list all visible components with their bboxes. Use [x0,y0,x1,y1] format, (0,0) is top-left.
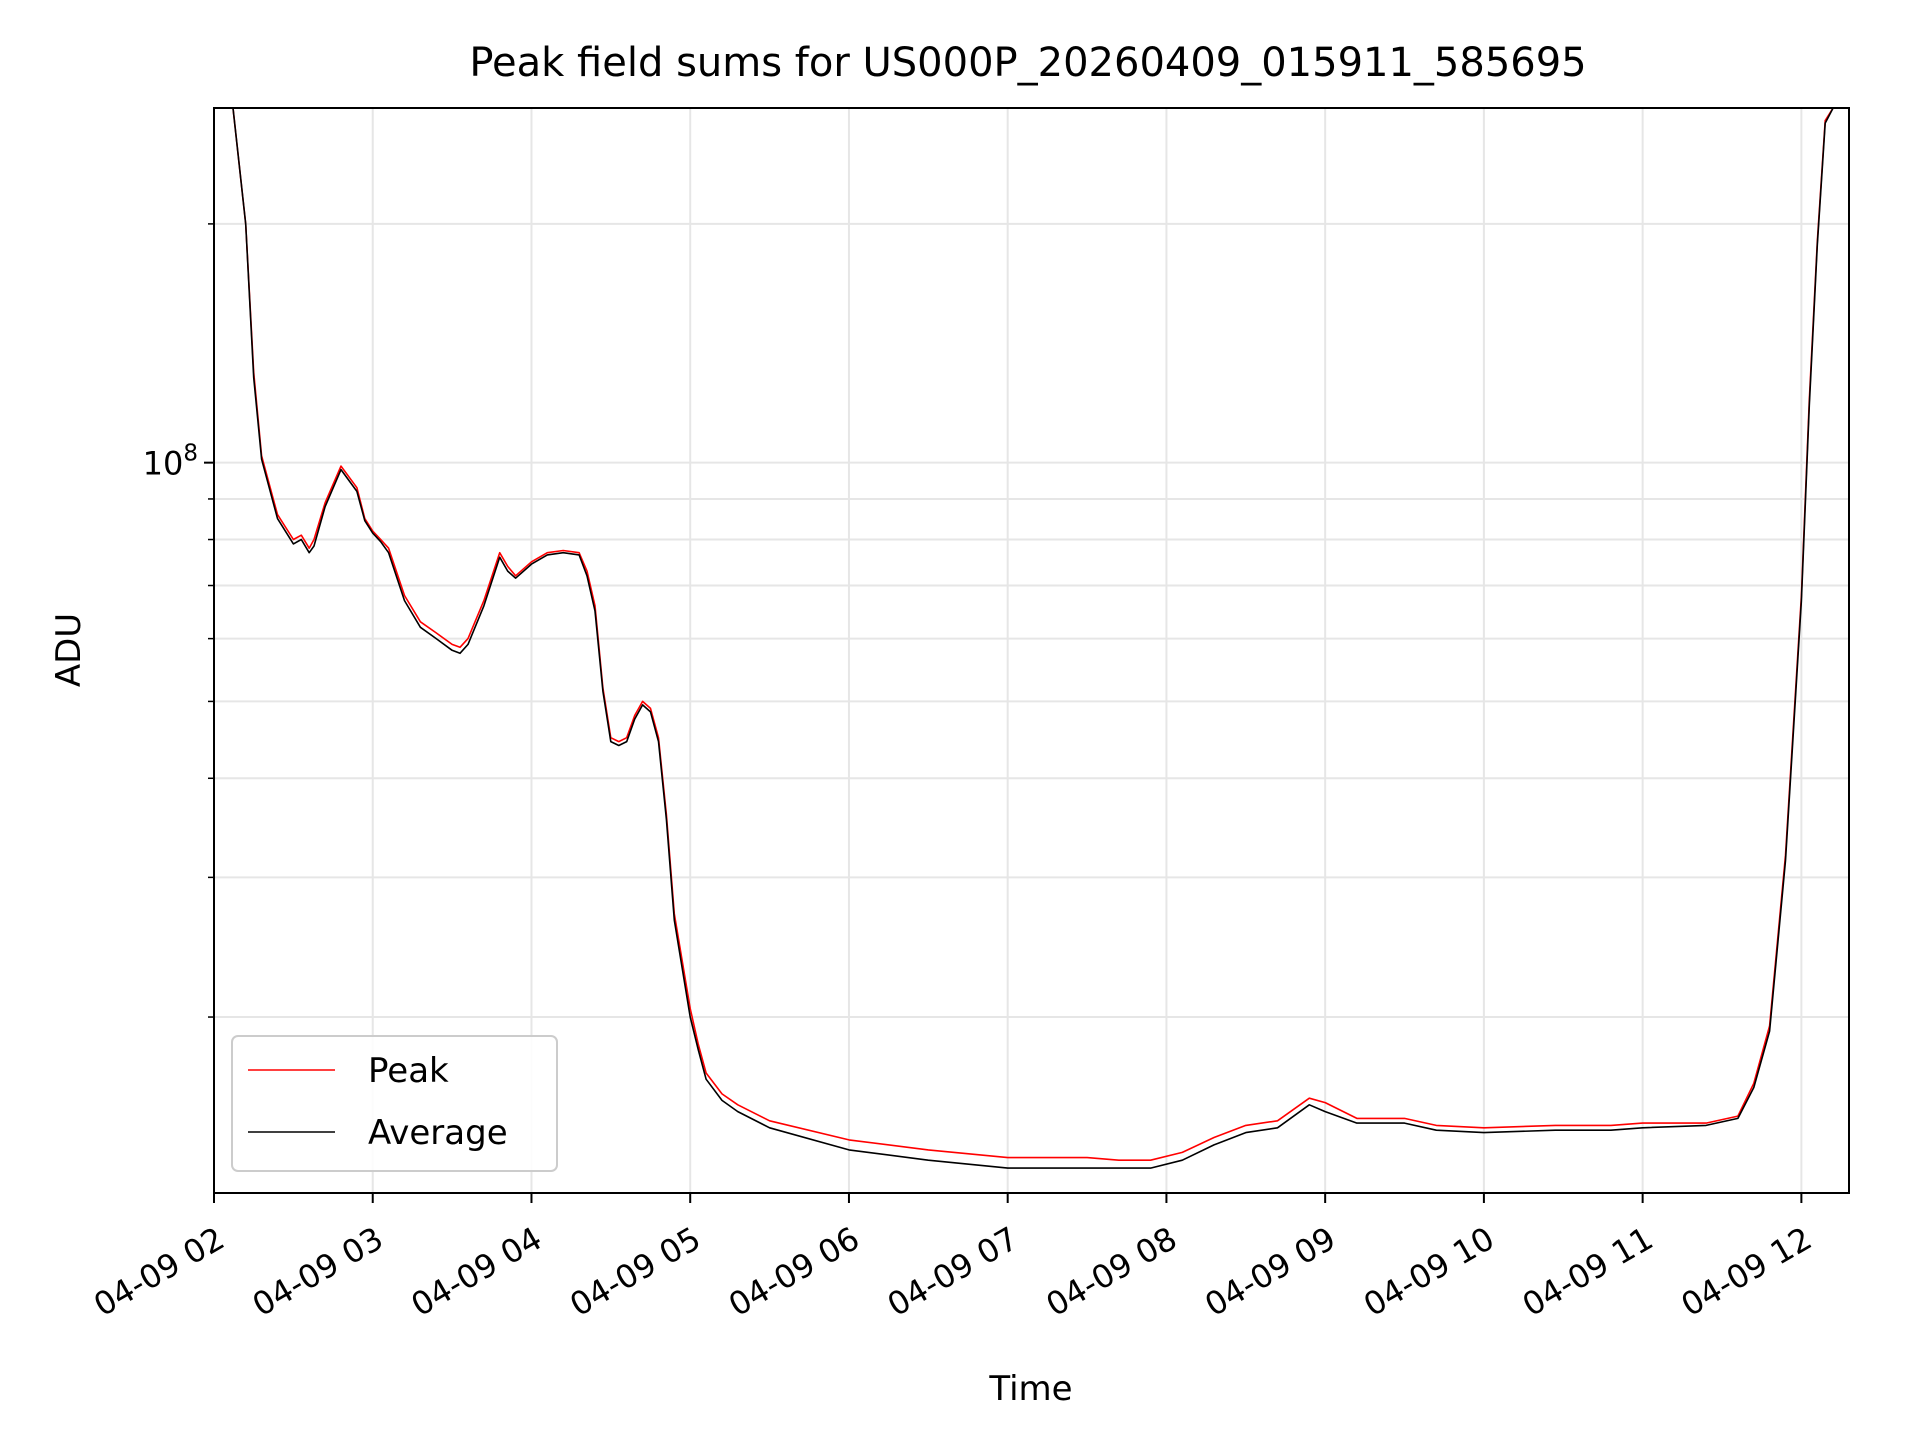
y-axis-label: ADU [49,613,89,687]
legend-peak-label: Peak [368,1051,449,1091]
y-tick-label: 108 [143,441,198,483]
chart-title: Peak field sums for US000P_20260409_0159… [469,40,1586,86]
series-group [214,108,1834,1169]
series-line-average [214,108,1834,1169]
plot-frame [213,107,1850,1194]
legend: Peak Average [231,1035,558,1172]
x-axis-label: Time [988,1369,1072,1409]
legend-average-label: Average [368,1113,508,1153]
grid-lines [213,108,1849,1193]
